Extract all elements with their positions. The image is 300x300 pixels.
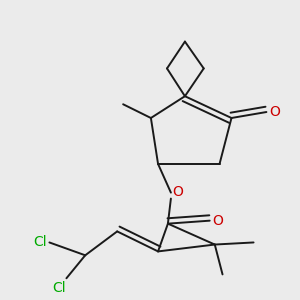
Text: O: O [172, 185, 183, 199]
Text: O: O [269, 105, 280, 119]
Text: Cl: Cl [52, 281, 65, 295]
Text: O: O [213, 214, 224, 228]
Text: Cl: Cl [33, 236, 47, 250]
